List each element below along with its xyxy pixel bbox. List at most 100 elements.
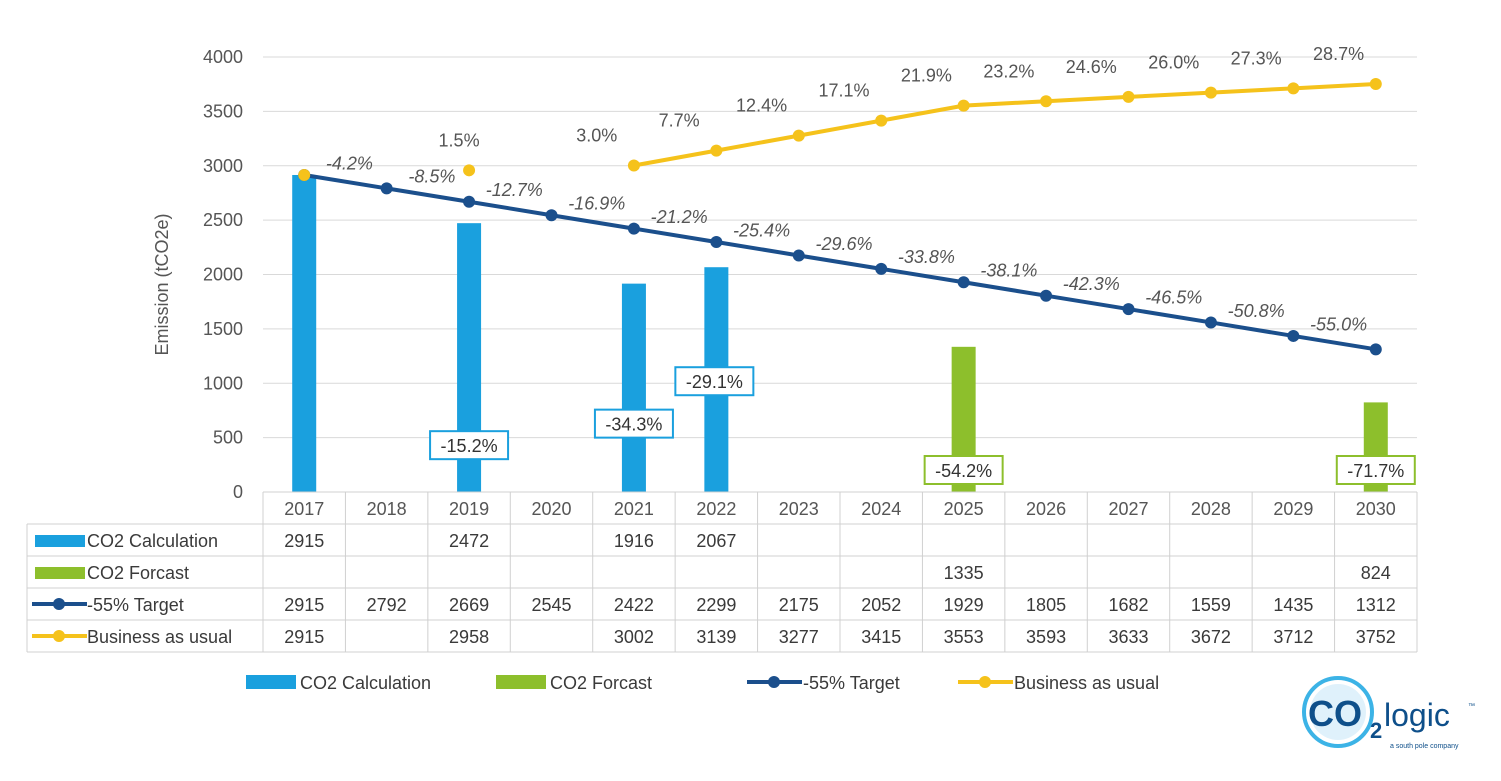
x-tick-label: 2027 <box>1108 499 1148 519</box>
table-cell: 3633 <box>1108 627 1148 647</box>
table-cell: 2472 <box>449 531 489 551</box>
target-percent-label: -42.3% <box>1063 274 1120 294</box>
line-marker <box>463 195 476 208</box>
target-percent-label: -29.6% <box>815 234 872 254</box>
table-cell: 2175 <box>779 595 819 615</box>
x-tick-label: 2030 <box>1356 499 1396 519</box>
gridlines <box>263 56 1417 493</box>
table-cell: 1559 <box>1191 595 1231 615</box>
legend-label: CO2 Forcast <box>550 673 652 693</box>
y-tick-label: 3500 <box>203 101 243 121</box>
target-percent-label: -55.0% <box>1310 314 1367 334</box>
row-key-bar <box>35 535 85 547</box>
table-cell: 2915 <box>284 531 324 551</box>
line-marker <box>463 164 476 177</box>
table-cell: 3553 <box>944 627 984 647</box>
row-key-marker <box>53 598 65 610</box>
x-tick-label: 2024 <box>861 499 901 519</box>
table-cell: 1335 <box>944 563 984 583</box>
table-cell: 2422 <box>614 595 654 615</box>
line-path <box>633 81 1376 168</box>
legend-marker <box>979 676 991 688</box>
legend-label: -55% Target <box>803 673 900 693</box>
line-marker <box>1122 90 1135 103</box>
bau-percent-label: 1.5% <box>439 130 480 150</box>
bau-percent-label: 26.0% <box>1148 53 1199 73</box>
y-axis: 0 500 1000 1500 2000 2500 3000 3500 4000 <box>203 47 243 502</box>
table-cell: 1435 <box>1273 595 1313 615</box>
table-cell: 1916 <box>614 531 654 551</box>
y-tick-label: 2000 <box>203 265 243 285</box>
legend-label: Business as usual <box>1014 673 1159 693</box>
line-marker <box>1369 343 1382 356</box>
bar <box>621 283 646 492</box>
callout-label: -71.7% <box>1347 461 1404 481</box>
callout-box <box>1335 455 1416 485</box>
line-marker <box>792 249 805 262</box>
line-marker <box>627 159 640 172</box>
table-cell: 3752 <box>1356 627 1396 647</box>
callout-box <box>593 408 674 439</box>
target-percent-label: -8.5% <box>408 167 455 187</box>
y-axis-label: Emission (tCO2e) <box>152 213 172 355</box>
y-tick-label: 500 <box>213 428 243 448</box>
legend-label: CO2 Calculation <box>300 673 431 693</box>
x-tick-label: 2026 <box>1026 499 1066 519</box>
line-marker <box>545 209 558 222</box>
line-marker <box>957 276 970 289</box>
table-cell: 2052 <box>861 595 901 615</box>
legend: CO2 Calculation CO2 Forcast -55% Target Bus… <box>246 673 1159 693</box>
line-marker <box>298 168 311 181</box>
y-tick-label: 0 <box>233 482 243 502</box>
table-cell: 3139 <box>696 627 736 647</box>
callout-box <box>674 366 755 397</box>
bau-percent-label: 12.4% <box>736 96 787 116</box>
line-marker <box>792 129 805 142</box>
target-percent-label: -46.5% <box>1145 287 1202 307</box>
line-marker <box>1287 329 1300 342</box>
logo-word: logic <box>1384 697 1450 733</box>
table-cell: 3277 <box>779 627 819 647</box>
data-table: 2017 2018 2019 2020 2021 2022 2023 2024 2025 2026… <box>26 491 1418 653</box>
line-marker <box>710 144 723 157</box>
x-tick-label: 2021 <box>614 499 654 519</box>
line-marker <box>1040 95 1053 108</box>
table-cell: 3415 <box>861 627 901 647</box>
y-tick-label: 2500 <box>203 210 243 230</box>
table-cell: 3712 <box>1273 627 1313 647</box>
table-cell: 3002 <box>614 627 654 647</box>
x-tick-label: 2017 <box>284 499 324 519</box>
bau-percent-label: 24.6% <box>1066 57 1117 77</box>
bau-percent-label: 17.1% <box>818 81 869 101</box>
logo-disc <box>1310 684 1366 740</box>
x-tick-label: 2019 <box>449 499 489 519</box>
legend-marker <box>768 676 780 688</box>
table-cell: 2792 <box>367 595 407 615</box>
y-tick-label: 1000 <box>203 373 243 393</box>
table-cell: 2545 <box>531 595 571 615</box>
x-tick-label: 2018 <box>367 499 407 519</box>
table-cell: 1312 <box>1356 595 1396 615</box>
row-key-bar <box>35 567 85 579</box>
callout-label: -34.3% <box>605 415 662 435</box>
table-cell: 3593 <box>1026 627 1066 647</box>
y-tick-label: 4000 <box>203 47 243 67</box>
co2logic-logo: CO 2 logic ™ a south pole company <box>1302 676 1475 750</box>
bau-percent-label: 28.7% <box>1313 44 1364 64</box>
table-cell: 1682 <box>1108 595 1148 615</box>
logo-ring <box>1302 676 1374 748</box>
table-cell: 2915 <box>284 595 324 615</box>
row-key-marker <box>53 630 65 642</box>
target-percent-label: -38.1% <box>980 261 1037 281</box>
logo-trademark: ™ <box>1468 703 1475 710</box>
callout-box <box>429 430 510 461</box>
row-label: Business as usual <box>87 627 232 647</box>
x-tick-label: 2023 <box>779 499 819 519</box>
line-marker <box>710 235 723 248</box>
target-percent-label: -12.7% <box>486 180 543 200</box>
x-tick-label: 2020 <box>531 499 571 519</box>
table-cell: 2067 <box>696 531 736 551</box>
percent-labels: -4.2% -8.5% -12.7% -16.9% -21.2% -25.4% -29.6%… <box>326 44 1367 334</box>
x-tick-label: 2028 <box>1191 499 1231 519</box>
